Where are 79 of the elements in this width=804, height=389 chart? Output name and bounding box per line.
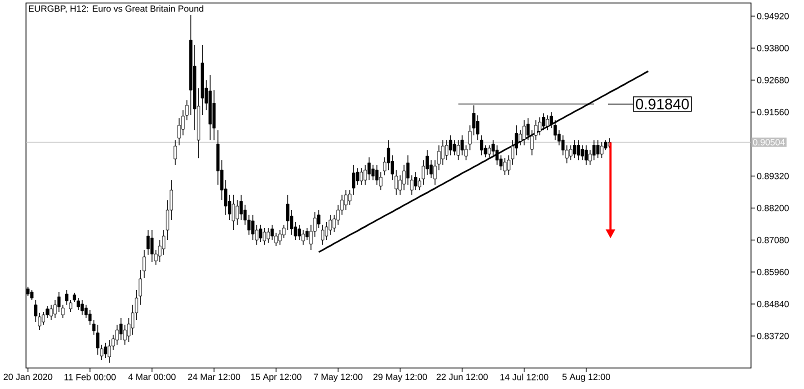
y-tick-label: 0.87080 [757,236,789,244]
candlestick [57,292,61,312]
candlestick [317,210,320,228]
y-tick-label: 0.84840 [757,300,789,308]
candlestick [495,144,499,166]
candlestick [371,164,375,180]
candlestick [480,134,484,156]
candlestick [255,224,258,246]
candlestick [456,140,460,160]
candlestick [460,134,464,156]
x-tick-label: 20 Jan 2020 [4,374,52,380]
candlestick [119,318,123,340]
candlestick [324,222,328,240]
x-tick-label: 7 May 12:00 [314,374,362,382]
candlestick [174,140,177,166]
y-tick-label: 0.88200 [757,204,789,212]
x-tick-label: 11 Feb 00:00 [64,374,116,380]
candlestick [251,214,254,240]
candlestick [592,140,596,160]
chart-title: EURGBP, H12: Euro vs Great Britain Pound [28,5,204,13]
candlestick [538,116,542,136]
candlestick [503,158,506,176]
candlestick [522,120,526,146]
candlestick [476,114,480,140]
candlestick [546,114,550,130]
x-tick-label: 22 Jun 12:00 [436,374,488,380]
candlestick [302,230,305,246]
candlestick [266,228,270,244]
candlestick [258,224,262,242]
candlestick [596,140,600,158]
candlestick [542,112,546,130]
candlestick [274,232,278,246]
x-tick-label: 14 Jul 12:00 [500,374,548,380]
y-tick-label: 0.94920 [757,12,789,20]
candlestick [236,200,239,226]
candlestick [514,124,518,156]
x-tick-label: 24 Mar 12:00 [188,374,240,380]
candlestick [305,228,309,240]
candlestick [386,140,390,170]
x-tick-label: 15 Apr 12:00 [251,374,302,382]
ref-line-label: 0.90504 [753,139,785,146]
y-tick-label: 0.89320 [757,172,789,180]
candlestick [108,340,111,364]
candlestick [488,144,491,158]
candlestick [232,194,236,230]
candlestick [50,304,53,320]
candlestick [402,164,406,190]
candlestick [360,168,363,186]
candlestick [298,224,301,240]
y-tick-label: 0.91560 [757,108,789,116]
candlestick [604,140,608,150]
candlestick [278,230,282,246]
candlestick [80,300,84,316]
candlestick [320,224,324,246]
candlestick [262,228,266,246]
candlestick [550,112,553,128]
candlestick [30,290,34,300]
candlestick [104,342,108,358]
candlestick [150,230,154,262]
y-tick-label: 0.85960 [757,268,789,276]
candlestick [600,142,604,158]
candlestick [368,156,371,180]
candlestick [42,312,46,326]
candlestick [561,134,565,156]
candlestick [375,164,378,186]
annotation: 0.91840 [636,98,689,110]
x-tick-label: 4 Mar 00:00 [128,374,176,380]
candlestick [518,130,522,146]
candlestick [584,144,588,166]
x-tick-label: 29 May 12:00 [373,374,427,382]
y-tick-label: 0.92680 [757,76,789,84]
candlestick [448,134,452,156]
candlestick [414,172,418,190]
candlestick [356,168,360,186]
y-tick-label: 0.93800 [757,44,789,52]
x-tick-label: 5 Aug 12:00 [562,374,610,382]
candlestick [573,140,576,158]
candlestick [576,140,580,160]
y-tick-label: 0.83720 [757,332,789,340]
